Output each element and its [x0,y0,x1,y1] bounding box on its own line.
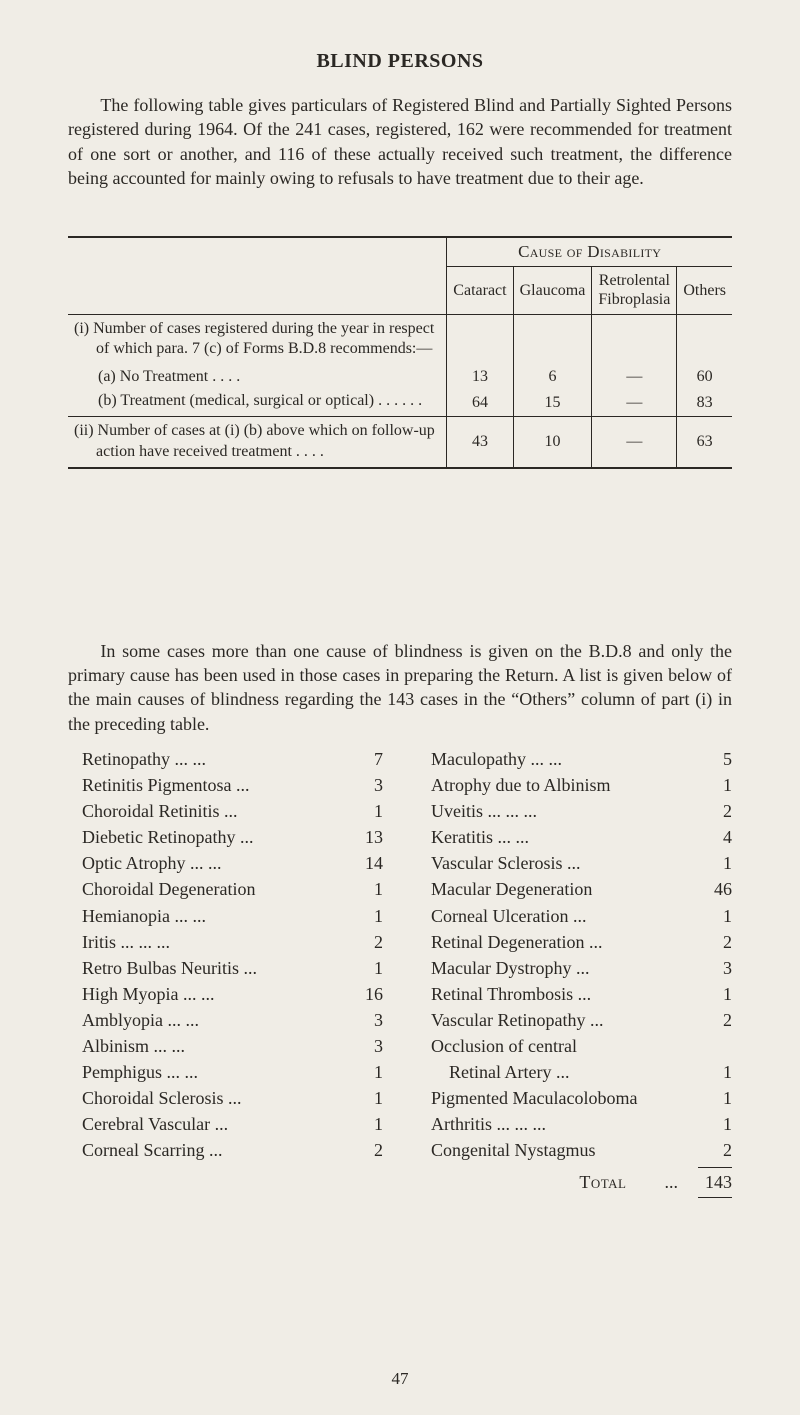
list-item: Amblyopia ... ...3 [68,1007,383,1033]
row2-desc: (ii) Number of cases at (i) (b) above wh… [68,417,447,468]
list-item: Cerebral Vascular ...1 [68,1111,383,1137]
cell: 6 [513,364,592,390]
cell: — [592,364,677,390]
page-number: 47 [0,1369,800,1389]
table-super-header: Cause of Disability [447,237,732,267]
list-item: Macular Degeneration46 [417,876,732,902]
causes-list: Retinopathy ... ...7Retinitis Pigmentosa… [68,746,732,1203]
total-row: Total...143 [417,1172,732,1193]
cell: 83 [677,390,732,417]
list-left-col: Retinopathy ... ...7Retinitis Pigmentosa… [68,746,383,1203]
list-item: Retinal Thrombosis ...1 [417,981,732,1007]
list-item: Retro Bulbas Neuritis ...1 [68,955,383,981]
list-item: Uveitis ... ... ...2 [417,798,732,824]
list-item: Retinitis Pigmentosa ...3 [68,772,383,798]
list-item: Corneal Scarring ...2 [68,1137,383,1163]
list-item: Atrophy due to Albinism1 [417,772,732,798]
cell: 63 [677,417,732,468]
cell: 13 [447,364,513,390]
list-item: Pemphigus ... ...1 [68,1059,383,1085]
cell: — [592,417,677,468]
list-item: Corneal Ulceration ...1 [417,903,732,929]
col-header-glaucoma: Glaucoma [513,267,592,314]
page-title: BLIND PERSONS [68,50,732,73]
list-item: Keratitis ... ...4 [417,824,732,850]
list-item: Maculopathy ... ...5 [417,746,732,772]
cell: 10 [513,417,592,468]
list-item: Retinal Artery ...1 [417,1059,732,1085]
cell: 15 [513,390,592,417]
list-item: Arthritis ... ... ...1 [417,1111,732,1137]
list-item: Macular Dystrophy ...3 [417,955,732,981]
row1b-desc: (b) Treatment (medical, surgical or opti… [68,390,447,417]
col-header-cataract: Cataract [447,267,513,314]
disability-table: Cause of Disability Cataract Glaucoma Re… [68,236,732,469]
cell: 43 [447,417,513,468]
list-item: Choroidal Sclerosis ...1 [68,1085,383,1111]
list-right-col: Maculopathy ... ...5Atrophy due to Albin… [417,746,732,1203]
list-item: High Myopia ... ...16 [68,981,383,1007]
row1a-desc: (a) No Treatment . . . . [68,364,447,390]
intro-paragraph: The following table gives particulars of… [68,93,732,190]
cell: — [592,390,677,417]
list-item: Retinopathy ... ...7 [68,746,383,772]
list-item: Albinism ... ...3 [68,1033,383,1059]
row1-desc: (i) Number of cases registered during th… [68,314,447,364]
list-item: Vascular Sclerosis ...1 [417,850,732,876]
list-item: Vascular Retinopathy ...2 [417,1007,732,1033]
list-item: Iritis ... ... ...2 [68,929,383,955]
list-item: Diebetic Retinopathy ...13 [68,824,383,850]
list-item: Hemianopia ... ...1 [68,903,383,929]
list-item: Retinal Degeneration ...2 [417,929,732,955]
col-header-others: Others [677,267,732,314]
list-item: Congenital Nystagmus2 [417,1137,732,1163]
cell: 64 [447,390,513,417]
list-item: Occlusion of central [417,1033,732,1059]
cell: 60 [677,364,732,390]
list-item: Choroidal Degeneration1 [68,876,383,902]
list-item: Optic Atrophy ... ...14 [68,850,383,876]
list-item: Choroidal Retinitis ...1 [68,798,383,824]
middle-paragraph: In some cases more than one cause of bli… [68,639,732,736]
col-header-retro: Retrolental [592,267,677,291]
list-item: Pigmented Maculacoloboma1 [417,1085,732,1111]
col-header-retro-2: Fibroplasia [592,290,677,314]
